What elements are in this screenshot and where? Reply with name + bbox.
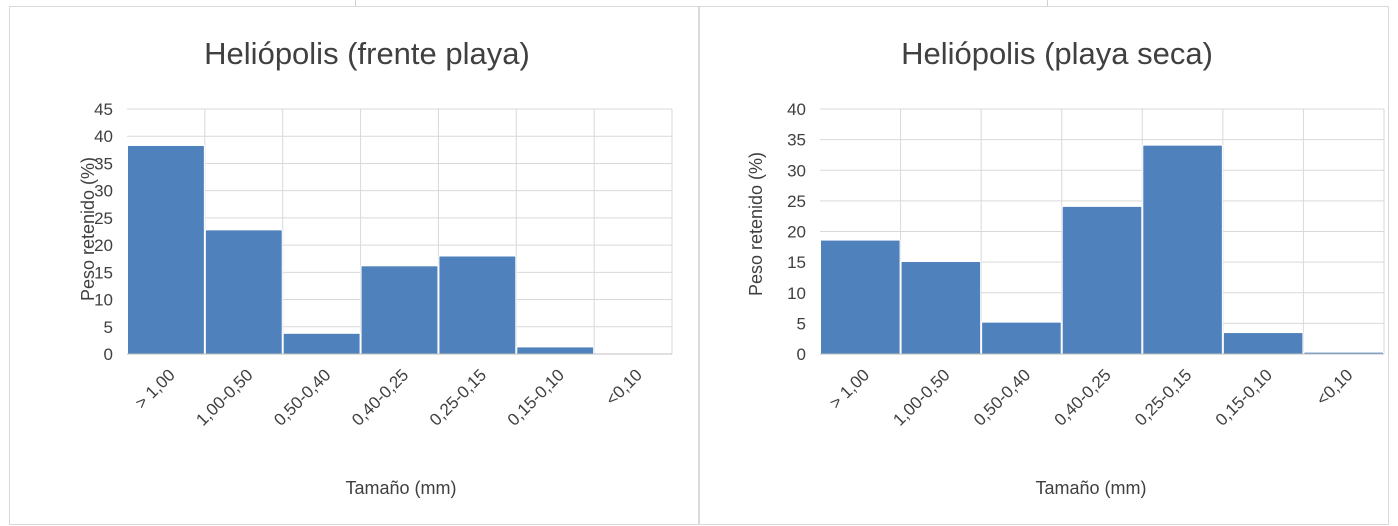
bar-5 [1142,144,1223,355]
y-tick-label: 35 [787,131,806,150]
bar-4 [1061,205,1143,355]
x-tick-label: 0,40-0,25 [1051,365,1115,429]
x-tick-label: 0,50-0,40 [270,365,334,429]
chart-playa-seca: Heliópolis (playa seca) Tamaño (mm) Peso… [746,36,1385,498]
y-tick-label: 5 [104,318,113,337]
chart-panel-playa-seca: Heliópolis (playa seca) Tamaño (mm) Peso… [699,6,1389,525]
chart-frente-playa: Heliópolis (frente playa) Tamaño (mm) Pe… [78,36,673,498]
y-tick-label: 40 [94,127,113,146]
x-tick-label: 1,00-0,50 [192,365,256,429]
x-axis-title: Tamaño (mm) [1035,478,1146,498]
bar-1 [127,144,205,355]
y-tick-label: 20 [94,236,113,255]
bar-4 [360,265,439,355]
y-tick-label: 15 [787,253,806,272]
bar-2 [204,229,283,355]
x-axis-title: Tamaño (mm) [345,478,456,498]
bar-3 [981,321,1062,355]
y-tick-label: 45 [94,100,113,119]
y-tick-label: 40 [787,100,806,119]
chart-title: Heliópolis (frente playa) [204,36,530,71]
y-tick-label: 5 [797,314,806,333]
y-tick-label: 10 [787,284,806,303]
bar-3 [282,332,361,355]
x-tick-label: 0,25-0,15 [426,365,490,429]
y-tick-label: 30 [787,161,806,180]
chart-title: Heliópolis (playa seca) [901,36,1213,71]
y-tick-label: 10 [94,291,113,310]
bar-6 [1222,332,1304,355]
y-tick-label: 35 [94,154,113,173]
x-tick-label: 0,50-0,40 [970,365,1034,429]
bar-5 [438,255,517,355]
y-tick-label: 30 [94,182,113,201]
y-tick-label: 0 [104,345,113,364]
y-tick-label: 25 [787,192,806,211]
x-tick-label: 1,00-0,50 [889,365,953,429]
bar-6 [516,346,595,355]
y-tick-label: 20 [787,223,806,242]
bar-2 [900,261,982,355]
x-tick-label: 0,15-0,10 [1212,365,1276,429]
x-tick-label: > 1,00 [132,365,179,412]
x-tick-label: 0,15-0,10 [504,365,568,429]
x-tick-label: <0,10 [1313,365,1357,409]
x-tick-label: 0,25-0,15 [1131,365,1195,429]
y-tick-label: 25 [94,209,113,228]
bar-1 [820,239,901,355]
y-axis-title: Peso retenido (%) [746,152,766,296]
y-tick-label: 15 [94,263,113,282]
x-tick-label: > 1,00 [826,365,873,412]
y-tick-label: 0 [797,345,806,364]
x-tick-label: 0,40-0,25 [348,365,412,429]
x-tick-label: <0,10 [602,365,646,409]
chart-panel-frente-playa: Heliópolis (frente playa) Tamaño (mm) Pe… [9,6,699,525]
y-axis-title: Peso retenido (%) [78,157,98,301]
